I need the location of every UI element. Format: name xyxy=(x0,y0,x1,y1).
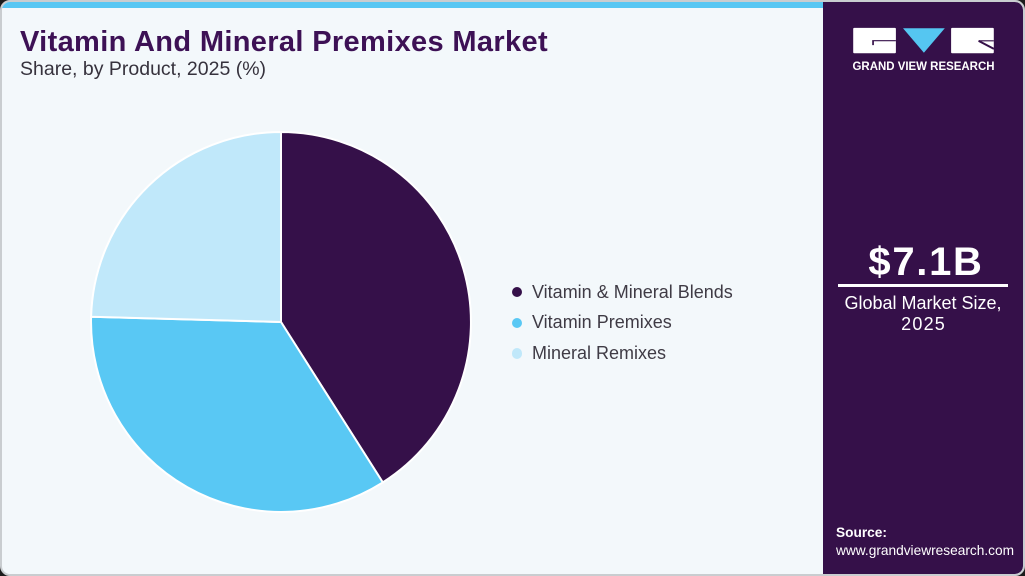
svg-text:GRAND VIEW RESEARCH: GRAND VIEW RESEARCH xyxy=(853,61,995,73)
